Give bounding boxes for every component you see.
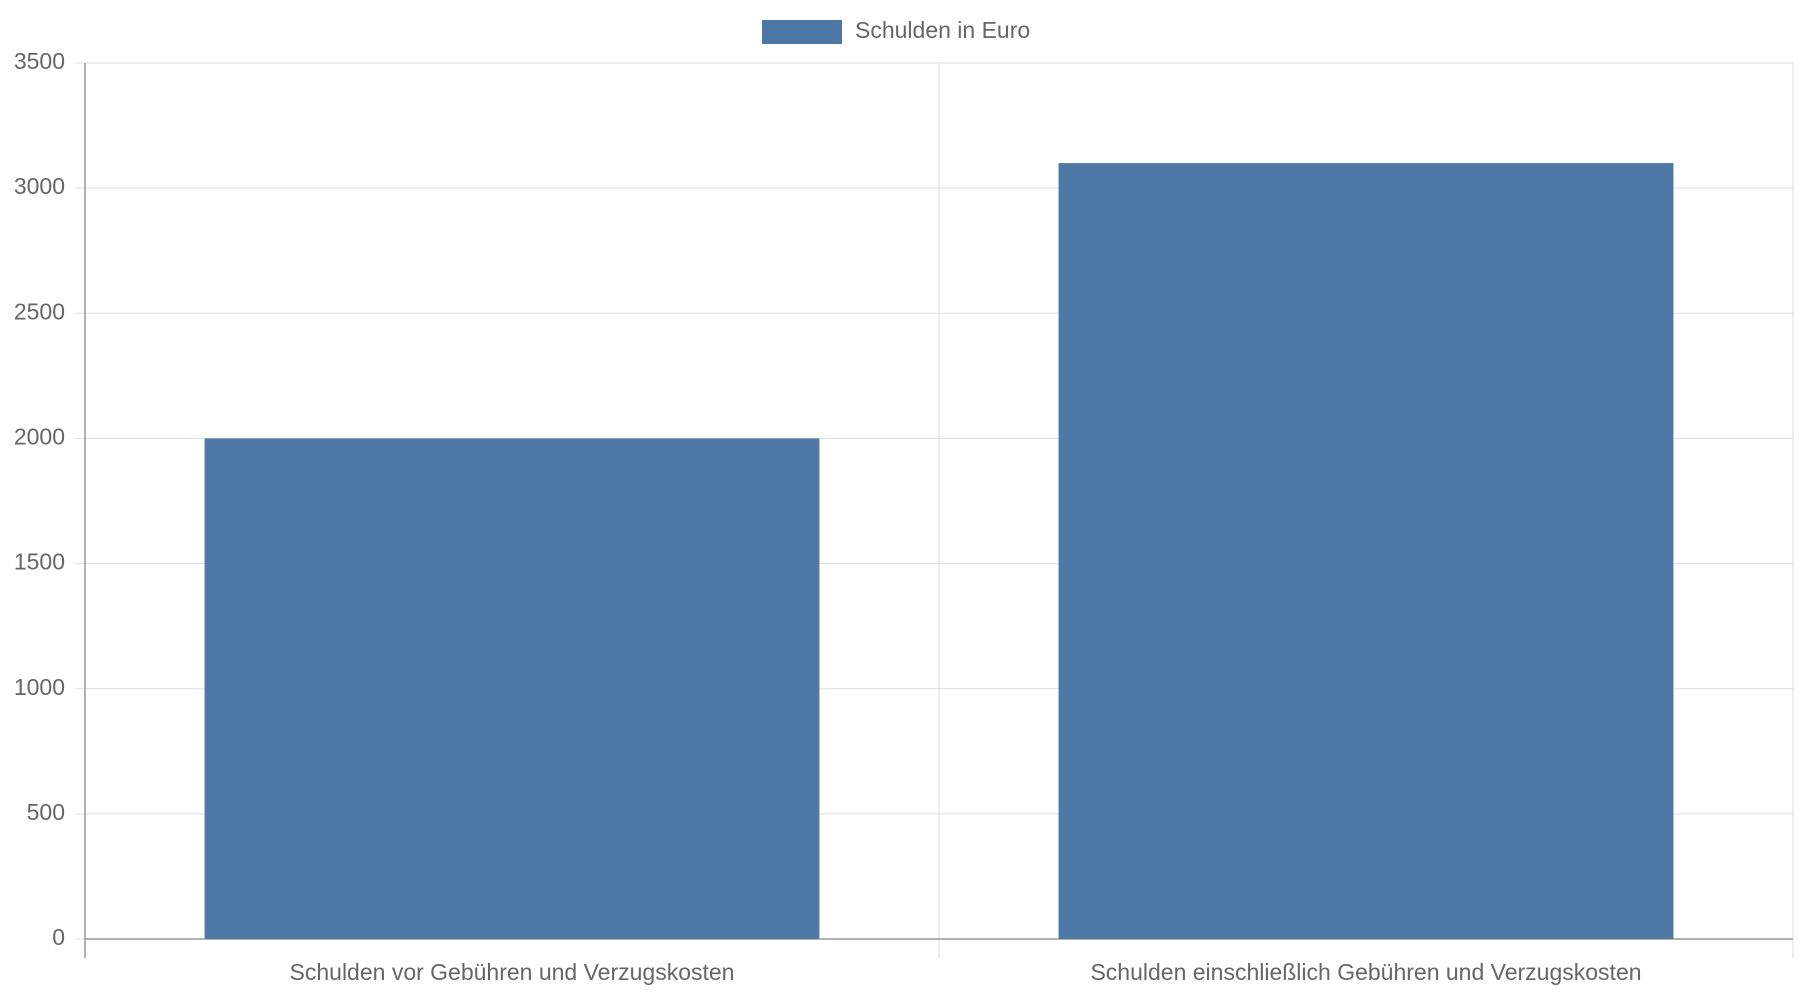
bar bbox=[1058, 163, 1674, 940]
legend-label[interactable]: Schulden in Euro bbox=[855, 17, 1030, 43]
y-tick-label: 2500 bbox=[14, 298, 65, 324]
x-tick-label: Schulden einschließlich Gebühren und Ver… bbox=[1090, 959, 1641, 985]
legend-swatch[interactable] bbox=[762, 20, 842, 44]
y-tick-label: 0 bbox=[52, 924, 65, 950]
y-tick-label: 500 bbox=[27, 799, 65, 825]
x-tick-label: Schulden vor Gebühren und Verzugskosten bbox=[290, 959, 735, 985]
y-tick-label: 3000 bbox=[14, 173, 65, 199]
y-tick-label: 1500 bbox=[14, 549, 65, 575]
y-tick-label: 3500 bbox=[14, 48, 65, 74]
bar bbox=[204, 438, 820, 939]
y-tick-label: 2000 bbox=[14, 424, 65, 450]
y-tick-label: 1000 bbox=[14, 674, 65, 700]
